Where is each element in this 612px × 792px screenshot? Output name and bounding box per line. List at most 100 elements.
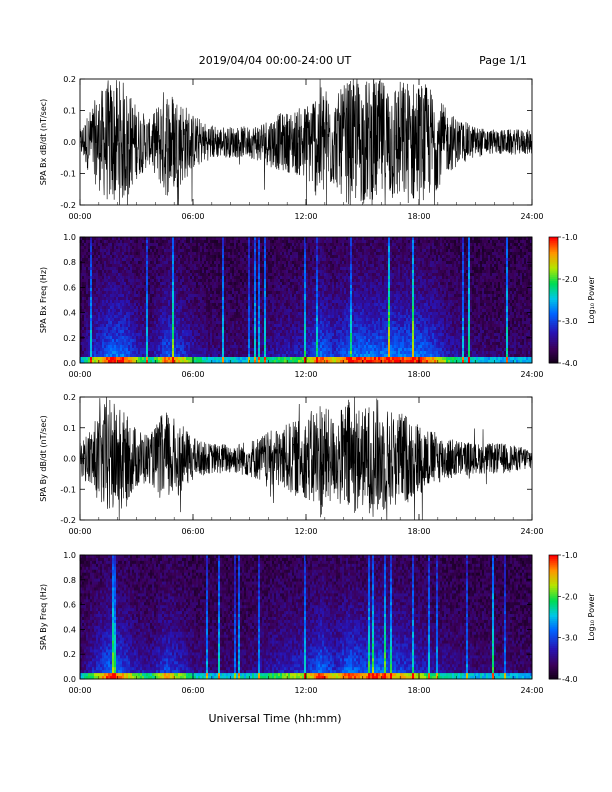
spectrogram-cell xyxy=(160,357,163,361)
spectrogram-cell xyxy=(82,297,85,301)
spectrogram-cell xyxy=(114,249,117,253)
spectrogram-cell xyxy=(162,345,165,349)
spectrogram-cell xyxy=(194,333,197,337)
spectrogram-cell xyxy=(114,294,117,298)
spectrogram-cell xyxy=(110,318,113,322)
spectrogram-cell xyxy=(206,315,209,319)
spectrogram-cell xyxy=(196,321,199,325)
spectrogram-cell xyxy=(160,336,163,340)
spectrogram-cell xyxy=(150,285,153,289)
spectrogram-cell xyxy=(152,279,155,283)
spectrogram-cell xyxy=(110,282,113,286)
spectrogram-cell xyxy=(138,327,141,331)
spectrogram-cell xyxy=(170,240,173,244)
spectrogram-cell xyxy=(126,312,129,316)
spectrogram-cell xyxy=(188,315,191,319)
spectrogram-cell xyxy=(100,306,103,310)
spectrogram-cell xyxy=(112,255,115,259)
spectrogram-cell xyxy=(160,309,163,313)
spectrogram-cell xyxy=(184,300,187,304)
spectrogram-cell xyxy=(100,336,103,340)
spectrogram-cell xyxy=(108,237,111,241)
spectrogram-cell xyxy=(186,288,189,292)
spectrogram-cell xyxy=(160,261,163,265)
spectrogram-cell xyxy=(86,237,89,241)
spectrogram-cell xyxy=(154,258,157,262)
spectrogram-cell xyxy=(206,279,209,283)
spectrogram-cell xyxy=(174,273,177,277)
spectrogram-cell xyxy=(114,282,117,286)
spectrogram-cell xyxy=(202,270,205,274)
spectrogram-cell xyxy=(144,282,147,286)
spectrogram-cell xyxy=(130,237,133,241)
spectrogram-cell xyxy=(156,330,159,334)
spectrogram-cell xyxy=(84,324,87,328)
spectrogram-cell xyxy=(148,261,151,265)
spectrogram-cell xyxy=(108,255,111,259)
plot-frame xyxy=(79,78,533,206)
spectrogram-cell xyxy=(80,264,83,268)
spectrogram-cell xyxy=(204,246,207,250)
spectrogram-cell xyxy=(110,348,113,352)
spectrogram-cell xyxy=(100,357,103,361)
spectrogram-cell xyxy=(128,258,131,262)
spectrogram-cell xyxy=(112,273,115,277)
spectrogram-cell xyxy=(96,252,99,256)
spectrogram-cell xyxy=(96,339,99,343)
spectrogram-cell xyxy=(130,303,133,307)
spectrogram-cell xyxy=(202,261,205,265)
spectrogram-cell xyxy=(158,312,161,316)
spectrogram-cell xyxy=(124,237,127,241)
spectrogram-cell xyxy=(150,243,153,247)
spectrogram-cell xyxy=(96,348,99,352)
spectrogram-cell xyxy=(178,255,181,259)
spectrogram-cell xyxy=(120,297,123,301)
spectrogram-cell xyxy=(186,351,189,355)
spectrogram-cell xyxy=(126,318,129,322)
spectrogram-cell xyxy=(190,342,193,346)
spectrogram-cell xyxy=(166,237,169,241)
spectrogram-cell xyxy=(158,336,161,340)
spectrogram-cell xyxy=(142,288,145,292)
spectrogram-cell xyxy=(102,288,105,292)
spectrogram-cell xyxy=(154,255,157,259)
spectrogram-cell xyxy=(88,300,91,304)
spectrogram-cell xyxy=(140,246,143,250)
spectrogram-cell xyxy=(142,267,145,271)
spectrogram-cell xyxy=(142,333,145,337)
spectrogram-cell xyxy=(114,246,117,250)
spectrogram-cell xyxy=(128,336,131,340)
spectrogram-cell xyxy=(188,357,191,361)
spectrogram-cell xyxy=(122,327,125,331)
spectrogram-cell xyxy=(152,333,155,337)
spectrogram-cell xyxy=(168,270,171,274)
spectrogram-cell xyxy=(196,357,199,361)
spectrogram-cell xyxy=(194,297,197,301)
spectrogram-cell xyxy=(108,306,111,310)
spectrogram-cell xyxy=(204,324,207,328)
spectrogram-cell xyxy=(92,240,95,244)
spectrogram-cell xyxy=(150,357,153,361)
spectrogram-cell xyxy=(176,348,179,352)
spectrogram-cell xyxy=(206,267,209,271)
spectrogram-cell xyxy=(114,270,117,274)
spectrogram-cell xyxy=(126,360,129,364)
spectrogram-cell xyxy=(156,237,159,241)
spectrogram-cell xyxy=(86,348,89,352)
spectrogram-cell xyxy=(102,294,105,298)
spectrogram-cell xyxy=(182,291,185,295)
spectrogram-cell xyxy=(104,330,107,334)
spectrogram-cell xyxy=(174,327,177,331)
spectrogram-cell xyxy=(142,327,145,331)
spectrogram-cell xyxy=(200,321,203,325)
spectrogram-cell xyxy=(126,261,129,265)
spectrogram-cell xyxy=(124,291,127,295)
spectrogram-cell xyxy=(168,339,171,343)
spectrogram-cell xyxy=(152,345,155,349)
spectrogram-cell xyxy=(196,297,199,301)
spectrogram-cell xyxy=(164,354,167,358)
spectrogram-cell xyxy=(182,282,185,286)
spectrogram-cell xyxy=(90,327,93,331)
spectrogram-cell xyxy=(150,300,153,304)
spectrogram-cell xyxy=(118,345,121,349)
